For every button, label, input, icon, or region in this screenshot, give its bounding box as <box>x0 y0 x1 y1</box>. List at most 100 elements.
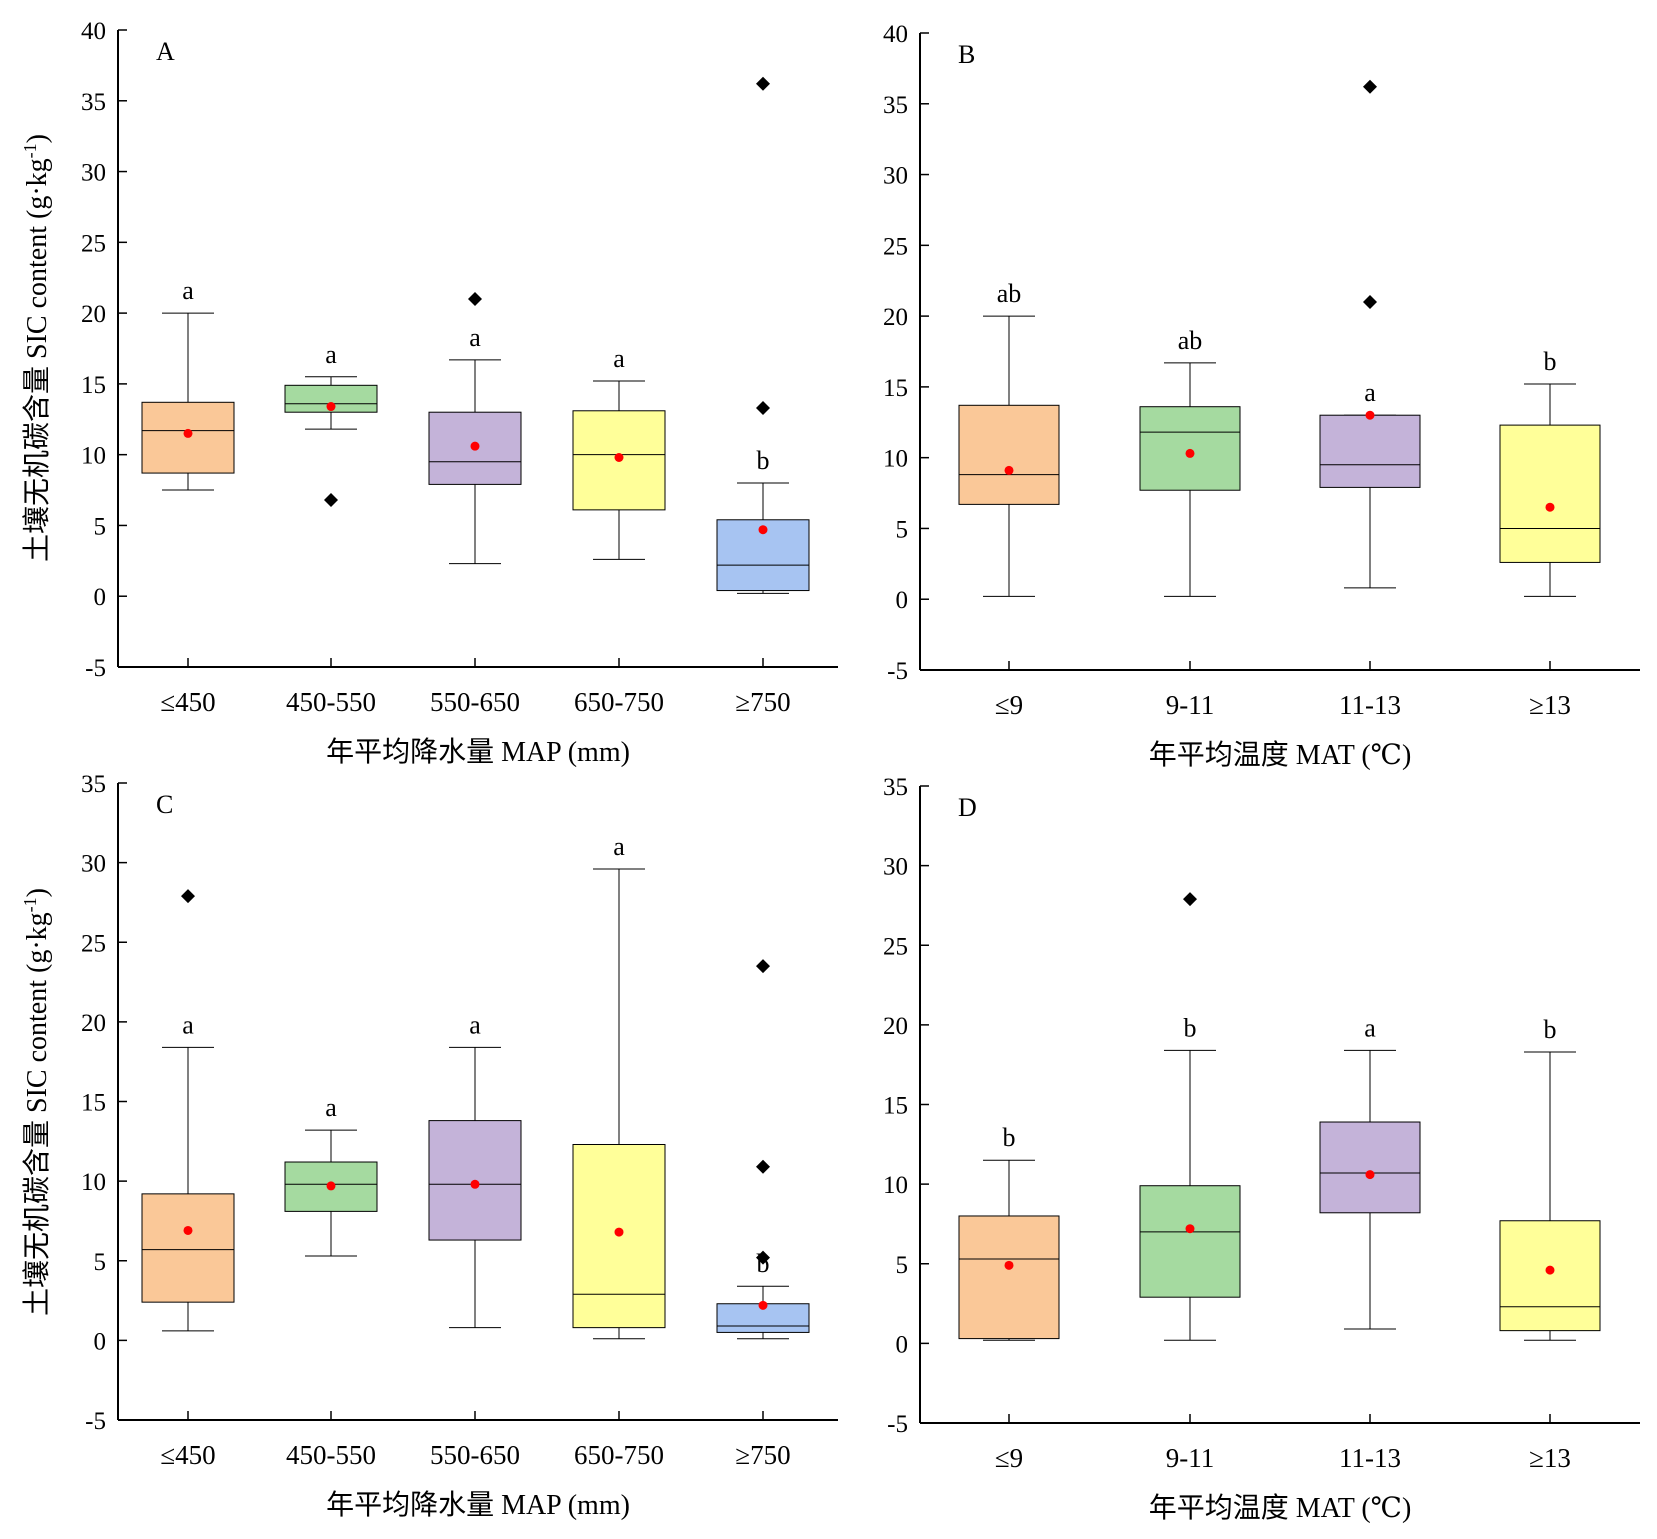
x-tick-label: 11-13 <box>1339 1443 1401 1473</box>
significance-letter: b <box>1544 347 1557 376</box>
y-tick-label: 40 <box>883 21 908 48</box>
significance-letter: b <box>1184 1013 1197 1042</box>
y-axis-title: 土壤无机碳含量 SIC content (g·kg-1) <box>20 888 53 1316</box>
x-tick-label: ≤9 <box>995 690 1023 720</box>
panel-label: D <box>958 793 977 822</box>
box <box>1319 414 1421 488</box>
y-tick-label: 5 <box>94 1249 107 1276</box>
y-tick-label: 25 <box>883 933 908 960</box>
mean-point <box>1185 1224 1195 1234</box>
mean-point <box>1545 1265 1555 1275</box>
panel-a: -5 0 5 10 15 20 25 30 35 40 A ≤450 a 450-550 a 550-650 a… <box>20 18 838 768</box>
box <box>1319 1121 1421 1214</box>
outlier-point <box>324 492 338 507</box>
significance-letter: a <box>469 1010 481 1039</box>
y-tick-label: -5 <box>887 658 908 685</box>
box <box>958 404 1060 505</box>
y-tick-label: 30 <box>81 160 106 187</box>
y-tick-label: 20 <box>81 1010 106 1037</box>
y-axis-title-end: ) <box>22 888 53 897</box>
mean-point <box>1004 465 1014 475</box>
outlier-point <box>756 1159 770 1174</box>
panel-label: B <box>958 40 975 69</box>
y-tick-label: 5 <box>896 516 909 543</box>
y-tick-label: 20 <box>883 304 908 331</box>
x-tick-label: 650-750 <box>574 687 664 717</box>
mean-point <box>1365 1170 1375 1180</box>
y-tick-label: 35 <box>883 774 908 801</box>
y-tick-label: 30 <box>81 851 106 878</box>
box <box>1139 406 1241 491</box>
significance-letter: a <box>613 832 625 861</box>
panel-d: -5 0 5 10 15 20 25 30 35 D ≤9 b 9-11 b 11-13 a ≥13 b 年平均温度… <box>883 774 1640 1524</box>
significance-letter: b <box>1003 1123 1016 1152</box>
outlier-point <box>756 400 770 415</box>
y-tick-label: 10 <box>81 1169 106 1196</box>
mean-point <box>326 1181 336 1191</box>
panel-label: C <box>156 790 173 819</box>
outlier-point <box>181 889 195 904</box>
outlier-point <box>1363 79 1377 94</box>
mean-point <box>1185 448 1195 458</box>
mean-point <box>758 1300 768 1310</box>
y-tick-label: -5 <box>887 1411 908 1438</box>
mean-point <box>614 1227 624 1237</box>
y-tick-label: 15 <box>883 375 908 402</box>
x-axis-title: 年平均温度 MAT (℃) <box>1149 739 1412 771</box>
significance-letter: ab <box>997 279 1022 308</box>
y-tick-label: 10 <box>883 446 908 473</box>
y-tick-label: 0 <box>896 1331 909 1358</box>
x-tick-label: 11-13 <box>1339 690 1401 720</box>
x-tick-label: ≤450 <box>160 687 215 717</box>
panel-b: -5 0 5 10 15 20 25 30 35 40 B ≤9 ab 9-11 ab 11-13 a ≥13 b 年… <box>883 21 1640 771</box>
significance-letter: a <box>613 344 625 373</box>
y-tick-label: 0 <box>94 584 107 611</box>
mean-point <box>183 428 193 438</box>
x-axis-title: 年平均温度 MAT (℃) <box>1149 1492 1412 1524</box>
mean-point <box>1004 1260 1014 1270</box>
x-tick-label: ≥13 <box>1529 690 1571 720</box>
x-tick-label: 550-650 <box>430 687 520 717</box>
y-tick-label: 15 <box>883 1093 908 1120</box>
mean-point <box>470 1179 480 1189</box>
mean-point <box>183 1225 193 1235</box>
outlier-point <box>1183 892 1197 907</box>
x-tick-label: 650-750 <box>574 1440 664 1470</box>
y-tick-label: 40 <box>81 18 106 45</box>
panel-label: A <box>156 37 175 66</box>
x-tick-label: ≥750 <box>735 1440 790 1470</box>
significance-letter: a <box>1364 378 1376 407</box>
x-tick-label: ≥750 <box>735 687 790 717</box>
box <box>1499 1220 1601 1332</box>
x-tick-label: ≤450 <box>160 1440 215 1470</box>
y-axis-title-main: 土壤无机碳含量 SIC content (g·kg <box>21 912 53 1316</box>
significance-letter: a <box>1364 1013 1376 1042</box>
y-tick-label: -5 <box>85 655 106 682</box>
y-axis-title-main: 土壤无机碳含量 SIC content (g·kg <box>21 158 53 562</box>
y-tick-label: 20 <box>883 1013 908 1040</box>
x-axis-title: 年平均降水量 MAP (mm) <box>326 736 630 768</box>
y-tick-label: 0 <box>896 587 909 614</box>
x-tick-label: 550-650 <box>430 1440 520 1470</box>
significance-letter: a <box>325 340 337 369</box>
y-tick-label: 0 <box>94 1328 107 1355</box>
y-axis-title-end: ) <box>22 134 53 143</box>
box <box>1139 1185 1241 1298</box>
mean-point <box>1365 410 1375 420</box>
y-tick-label: 5 <box>896 1252 909 1279</box>
outlier-point <box>756 959 770 974</box>
outlier-point <box>468 291 482 306</box>
x-tick-label: 9-11 <box>1166 1443 1215 1473</box>
x-tick-label: ≥13 <box>1529 1443 1571 1473</box>
y-tick-label: -5 <box>85 1408 106 1435</box>
mean-point <box>470 441 480 451</box>
y-tick-label: 30 <box>883 854 908 881</box>
y-axis-title: 土壤无机碳含量 SIC content (g·kg-1) <box>20 134 53 562</box>
y-axis-title-superscript: -1 <box>20 143 40 158</box>
x-tick-label: 9-11 <box>1166 690 1215 720</box>
significance-letter: b <box>1544 1015 1557 1044</box>
y-tick-label: 35 <box>883 92 908 119</box>
y-tick-label: 20 <box>81 301 106 328</box>
significance-letter: ab <box>1178 326 1203 355</box>
y-tick-label: 25 <box>81 230 106 257</box>
